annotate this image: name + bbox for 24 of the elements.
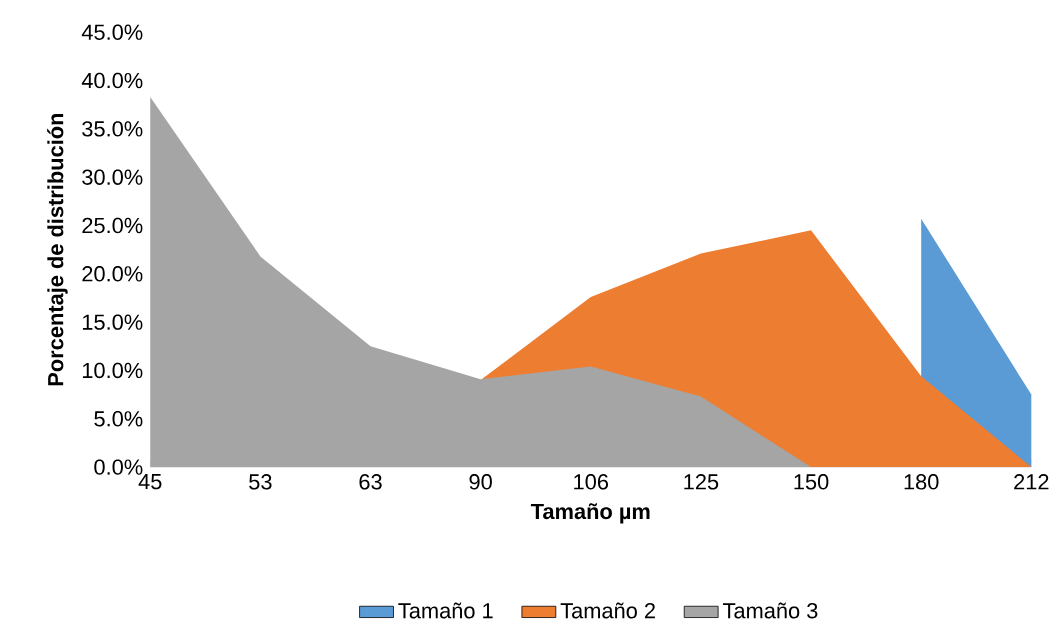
y-tick-label: 35.0% bbox=[82, 121, 143, 137]
y-tick-label: 5.0% bbox=[94, 411, 143, 427]
y-tick-label: 15.0% bbox=[82, 314, 143, 330]
y-tick-label: 30.0% bbox=[82, 169, 143, 185]
y-axis-title: Porcentaje de distribución bbox=[47, 113, 68, 386]
x-tick-label: 106 bbox=[574, 474, 609, 490]
x-tick-label: 212 bbox=[1014, 474, 1049, 490]
legend-label: Tamaño 2 bbox=[560, 602, 655, 619]
y-tick-label: 40.0% bbox=[81, 72, 143, 89]
x-tick-label: 150 bbox=[794, 474, 829, 490]
x-axis-title: Tamaño µm bbox=[530, 503, 650, 524]
legend-label: Tamaño 3 bbox=[723, 602, 818, 619]
y-tick-label: 25.0% bbox=[82, 217, 143, 234]
x-tick-label: 125 bbox=[684, 474, 719, 490]
y-tick-label: 45.0% bbox=[81, 24, 143, 40]
legend-label: Tamaño 1 bbox=[398, 602, 493, 619]
y-tick-label: 20.0% bbox=[82, 266, 143, 282]
y-tick-label: 0.0% bbox=[94, 459, 143, 475]
x-tick-label: 90 bbox=[469, 474, 492, 490]
x-tick-label: 45 bbox=[138, 474, 162, 490]
x-tick-label: 63 bbox=[359, 474, 382, 490]
x-tick-label: 53 bbox=[249, 474, 272, 490]
y-tick-label: 10.0% bbox=[82, 362, 143, 379]
x-tick-label: 180 bbox=[904, 474, 939, 490]
